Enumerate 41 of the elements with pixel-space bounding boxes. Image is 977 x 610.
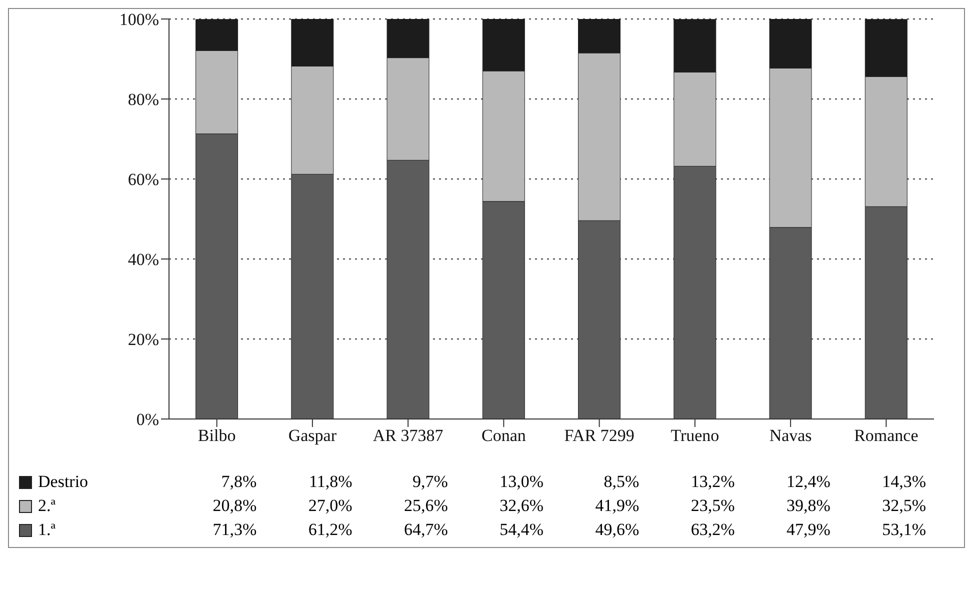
data-label: 41,9% (594, 496, 640, 516)
y-tick-label: 20% (128, 330, 159, 350)
data-label: 49,6% (594, 520, 640, 540)
data-label: 32,5% (881, 496, 926, 516)
y-tick-label: 60% (128, 170, 159, 190)
data-label: 9,7% (411, 472, 448, 492)
data-label: 25,6% (402, 496, 448, 516)
data-label: 54,4% (498, 520, 544, 540)
data-label: 53,1% (881, 520, 926, 540)
y-tick-label: 80% (128, 90, 159, 110)
data-label: 27,0% (307, 496, 352, 516)
data-label: 8,5% (602, 472, 640, 492)
data-label: 39,8% (785, 496, 830, 516)
data-label: 13,0% (498, 472, 544, 492)
data-label: 7,8% (220, 472, 257, 492)
data-label: 13,2% (690, 472, 735, 492)
data-label: 12,4% (785, 472, 830, 492)
data-label: 64,7% (402, 520, 448, 540)
legend-label: 2.ª (38, 496, 56, 516)
legend-label: 1.ª (38, 520, 56, 540)
data-label: 32,6% (498, 496, 544, 516)
x-tick-label: Trueno (670, 426, 720, 446)
data-label: 47,9% (785, 520, 830, 540)
x-tick-label: FAR 7299 (564, 426, 634, 446)
data-label: 11,8% (308, 472, 352, 492)
x-tick-label: Conan (481, 426, 526, 446)
data-label: 61,2% (307, 520, 352, 540)
x-tick-label: Navas (769, 426, 812, 446)
y-tick-label: 100% (119, 10, 159, 30)
x-tick-label: Gaspar (288, 426, 337, 446)
legend-label: Destrio (38, 472, 88, 492)
y-tick-label: 40% (128, 250, 159, 270)
x-tick-label: Bilbo (198, 426, 236, 446)
x-tick-label: AR 37387 (372, 426, 444, 446)
x-tick-label: Romance (854, 426, 918, 446)
y-tick-label: 0% (136, 410, 159, 430)
data-label: 20,8% (212, 496, 257, 516)
data-label: 14,3% (881, 472, 926, 492)
data-label: 23,5% (690, 496, 735, 516)
data-label: 63,2% (690, 520, 735, 540)
data-label: 71,3% (212, 520, 257, 540)
